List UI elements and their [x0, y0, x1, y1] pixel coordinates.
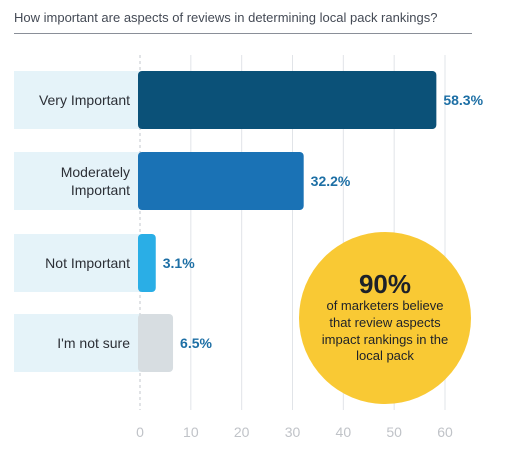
category-label: Not Important [45, 255, 130, 271]
callout-text: of marketers believe that review aspects… [321, 298, 449, 364]
chart-title: How important are aspects of reviews in … [14, 10, 438, 25]
category-band [14, 71, 140, 129]
x-tick-label: 10 [183, 424, 199, 440]
data-label: 3.1% [163, 255, 195, 271]
x-tick-label: 50 [386, 424, 402, 440]
category-band [14, 152, 140, 210]
category-label: Moderately Important [61, 164, 130, 198]
bar [138, 71, 437, 129]
callout-stat: 90% [358, 269, 412, 300]
category-band [14, 234, 140, 292]
x-tick-label: 40 [336, 424, 352, 440]
data-label: 58.3% [443, 92, 483, 108]
x-tick-label: 30 [285, 424, 301, 440]
category-label: I'm not sure [57, 335, 130, 351]
data-label: 6.5% [180, 335, 212, 351]
category-band [14, 314, 140, 372]
category-label: Very Important [39, 92, 130, 108]
x-tick-label: 60 [437, 424, 453, 440]
stat-callout: 90% of marketers believe that review asp… [299, 232, 471, 404]
title-divider [14, 33, 472, 34]
x-tick-label: 0 [136, 424, 144, 440]
x-tick-label: 20 [234, 424, 250, 440]
bar [138, 314, 174, 372]
data-label: 32.2% [311, 173, 351, 189]
bar [138, 152, 304, 210]
bar [138, 234, 156, 292]
